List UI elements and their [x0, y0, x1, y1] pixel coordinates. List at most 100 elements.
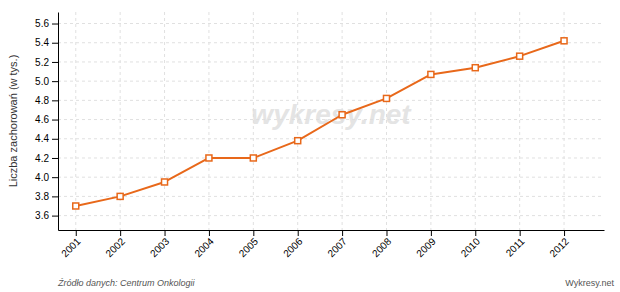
x-tick: 2001	[59, 230, 83, 259]
grid-line	[75, 12, 76, 230]
point	[206, 155, 212, 161]
tick-mark	[52, 196, 58, 197]
tick-mark	[52, 158, 58, 159]
point	[162, 179, 168, 185]
y-tick-label: 5.6	[35, 18, 49, 29]
grid-line	[58, 215, 604, 216]
x-axis: 2001 2002 2003 2004 2005 2006 2007 2008 2009 2010…	[59, 230, 605, 259]
grid-line	[58, 23, 604, 24]
x-tick: 2011	[504, 230, 527, 259]
x-tick: 2002	[103, 230, 127, 259]
grid-line	[58, 138, 604, 139]
tick-mark	[342, 230, 343, 236]
tick-mark	[298, 230, 299, 236]
grid-line	[58, 81, 604, 82]
y-tick: 5.2	[35, 57, 58, 68]
x-tick-label: 2008	[370, 235, 394, 259]
y-tick: 3.8	[35, 191, 58, 202]
x-tick-label: 2010	[459, 235, 483, 259]
axis-line	[58, 13, 59, 231]
x-tick-label: 2006	[281, 235, 305, 259]
x-tick: 2007	[325, 230, 349, 259]
point	[339, 112, 345, 118]
tick-mark	[52, 43, 58, 44]
point	[250, 155, 256, 161]
x-tick-label: 2001	[59, 235, 83, 259]
tick-mark	[386, 230, 387, 236]
credit-note: Wykresy.net	[565, 278, 614, 288]
tick-mark	[52, 120, 58, 121]
point	[561, 38, 567, 44]
x-tick: 2010	[459, 230, 483, 259]
y-tick: 4.0	[35, 172, 58, 183]
grid-line	[475, 12, 476, 230]
grid-line	[58, 61, 604, 62]
x-tick-label: 2004	[192, 235, 216, 259]
x-tick-label: 2003	[148, 235, 172, 259]
source-note: Źródło danych: Centrum Onkologii	[57, 278, 196, 288]
grid-line	[564, 12, 565, 230]
tick-mark	[475, 230, 476, 236]
y-tick: 4.8	[35, 95, 58, 106]
line	[76, 41, 564, 206]
tick-mark	[52, 81, 58, 82]
tick-mark	[52, 62, 58, 63]
point	[517, 53, 523, 59]
grid-line	[164, 12, 165, 230]
y-tick: 3.6	[35, 210, 58, 221]
y-tick-label: 4.4	[35, 133, 49, 144]
tick-mark	[52, 139, 58, 140]
chart: 2001 2002 2003 2004 2005 2006 2007 2008 2009 2010…	[0, 0, 620, 292]
plot: 2001 2002 2003 2004 2005 2006 2007 2008 2009 2010…	[35, 12, 604, 259]
tick-mark	[52, 216, 58, 217]
y-tick: 4.4	[35, 133, 58, 144]
point	[428, 71, 434, 77]
tick-mark	[52, 24, 58, 25]
y-axis-title: Liczba zachorowań (w tys.)	[7, 55, 19, 188]
y-tick-label: 3.8	[35, 191, 49, 202]
x-tick-label: 2012	[547, 235, 571, 259]
tick-mark	[564, 230, 565, 236]
tick-mark	[52, 177, 58, 178]
grid-line	[58, 157, 604, 158]
y-axis: 3.6 3.8 4.0 4.2 4.4 4.6 4.8 5.0 5.2 5.4 5.6	[35, 13, 58, 231]
grid-line	[430, 12, 431, 230]
y-tick-label: 3.6	[35, 210, 49, 221]
x-tick: 2008	[370, 230, 394, 259]
x-tick: 2012	[547, 230, 571, 259]
grid-line	[208, 12, 209, 230]
y-tick: 4.2	[35, 153, 58, 164]
x-tick: 2006	[281, 230, 305, 259]
x-tick: 2003	[148, 230, 172, 259]
y-tick-label: 4.0	[35, 172, 49, 183]
x-tick: 2004	[192, 230, 216, 259]
tick-mark	[209, 230, 210, 236]
grid-line	[519, 12, 520, 230]
watermark: wykresy.net	[251, 99, 412, 130]
grid	[58, 12, 604, 230]
point	[117, 193, 123, 199]
tick-mark	[120, 230, 121, 236]
y-tick-label: 5.2	[35, 57, 49, 68]
x-tick-label: 2011	[504, 235, 527, 258]
x-tick-label: 2005	[237, 235, 261, 259]
point	[383, 95, 389, 101]
x-tick: 2005	[237, 230, 261, 259]
y-tick-label: 5.4	[35, 37, 49, 48]
y-tick: 4.6	[35, 114, 58, 125]
tick-mark	[52, 100, 58, 101]
axis-line	[59, 230, 605, 231]
tick-mark	[76, 230, 77, 236]
tick-mark	[253, 230, 254, 236]
y-tick-label: 5.0	[35, 76, 49, 87]
x-tick-label: 2009	[414, 235, 438, 259]
y-tick-label: 4.2	[35, 153, 49, 164]
y-tick-label: 4.8	[35, 95, 49, 106]
y-tick: 5.6	[35, 18, 58, 29]
y-tick-label: 4.6	[35, 114, 49, 125]
point	[472, 65, 478, 71]
grid-line	[58, 42, 604, 43]
x-tick-label: 2007	[325, 235, 349, 259]
grid-line	[58, 196, 604, 197]
tick-mark	[431, 230, 432, 236]
